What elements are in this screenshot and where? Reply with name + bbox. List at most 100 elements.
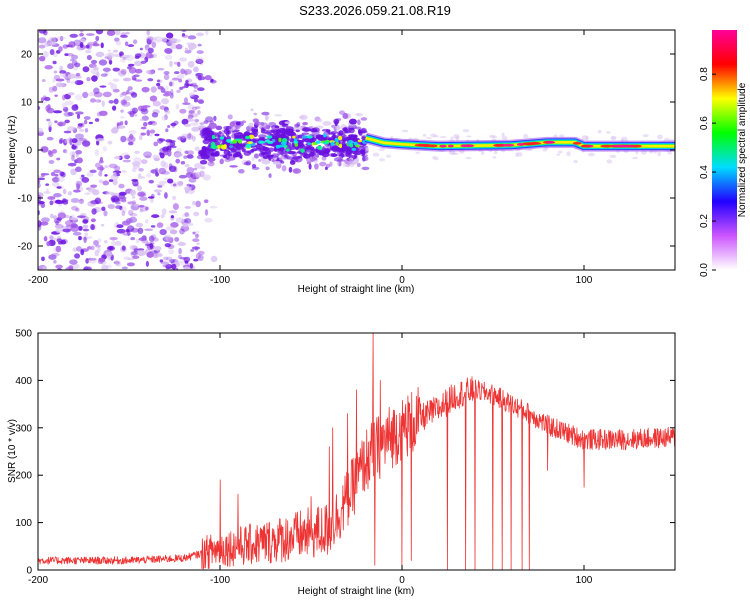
spectrogram-blob <box>130 251 138 256</box>
spectrogram-blob <box>197 125 206 129</box>
spectrogram-blob <box>112 78 120 82</box>
spectrogram-blob <box>193 84 199 89</box>
spectrogram-blob <box>271 153 279 158</box>
spectrogram-blob <box>69 33 78 38</box>
spectrogram-blob <box>292 135 296 139</box>
spectrogram-blob <box>195 252 202 260</box>
spectrogram-blob <box>190 122 199 126</box>
spectrogram-blob <box>127 201 137 205</box>
spectrogram-blob <box>219 158 224 165</box>
spectrogram-blob <box>73 39 82 47</box>
snr-xtick-label: -100 <box>210 575 230 586</box>
spectrogram-blob <box>118 183 125 189</box>
spectrogram-blob <box>122 159 131 163</box>
spectrogram-blob <box>188 110 195 114</box>
spectrogram-blob <box>102 67 111 72</box>
spectrogram-blob <box>253 153 259 159</box>
spectrogram-blob <box>132 39 138 45</box>
spectrogram-blob <box>289 160 296 165</box>
spectrogram-blob <box>132 255 140 260</box>
spectrogram-blob <box>136 248 145 251</box>
spectrogram-blob <box>121 245 126 251</box>
spectrogram-blob <box>197 43 202 47</box>
spectrogram-blob <box>338 143 343 149</box>
spectrogram-blob <box>128 66 137 74</box>
spectrogram-blob <box>121 101 131 107</box>
snr-ylabel: SNR (10 * v/v) <box>7 419 18 483</box>
spectrogram-blob <box>54 94 58 97</box>
spectrogram-blob <box>168 165 177 173</box>
spectrogram-blob <box>196 50 204 54</box>
spectrogram-blob <box>75 153 79 158</box>
spectrogram-blob <box>59 171 65 177</box>
spectrogram-blob <box>93 91 103 98</box>
spectrogram-blob <box>127 63 135 67</box>
colorbar-tick-label: 0.2 <box>699 214 710 228</box>
spectrogram-blob <box>168 210 178 214</box>
spectrogram-blob <box>266 135 273 139</box>
spectrogram-blob <box>100 223 105 227</box>
spectrogram-blob <box>175 103 180 110</box>
spectrogram-blob <box>197 150 207 157</box>
spectrogram-blob <box>49 200 54 206</box>
spectrogram-blob <box>48 36 57 44</box>
spectrogram-blob <box>121 198 127 203</box>
spectrogram-blob <box>281 165 287 172</box>
spectrogram-blob <box>188 92 195 97</box>
spectrogram-blob <box>138 237 147 242</box>
spectrogram-blob <box>40 146 49 153</box>
spectrogram-blob <box>144 155 152 159</box>
spectrogram-blob <box>165 128 169 133</box>
spectrogram-blob <box>340 146 349 152</box>
spectrogram-blob <box>159 259 164 263</box>
spectrogram-blob <box>186 154 194 159</box>
spectrogram-blob <box>164 109 171 115</box>
spectrogram-blob <box>102 91 112 98</box>
spectrogram-blob <box>272 135 276 139</box>
spectrogram-blob <box>74 62 81 68</box>
spectrogram-blob <box>53 110 62 114</box>
spectrogram-blob <box>105 251 113 258</box>
spectrogram-blob <box>124 120 128 126</box>
spectrogram-blob <box>306 145 312 149</box>
spectrogram-blob <box>619 144 629 148</box>
spectrogram-blob <box>260 122 268 127</box>
spectrogram-blob <box>272 132 277 135</box>
spectrogram-blob <box>139 47 143 51</box>
spectrogram-blob <box>287 151 296 155</box>
chart-title: S233.2026.059.21.08.R19 <box>299 3 451 18</box>
spectrogram-blob <box>76 246 82 252</box>
spectrogram-blob <box>38 55 46 62</box>
spectrogram-marks <box>38 30 675 270</box>
spectrogram-blob <box>295 129 300 133</box>
snr-series-line <box>38 333 675 570</box>
spectrogram-blob <box>199 153 205 157</box>
spectrogram-blob <box>296 139 304 146</box>
spectrogram-blob <box>161 37 168 43</box>
spectrogram-blob <box>285 148 290 152</box>
spectrogram-blob <box>530 141 539 145</box>
spectrogram-blob <box>174 259 179 264</box>
spectrogram-blob <box>70 223 79 229</box>
spectrogram-blob <box>147 196 155 199</box>
spectrogram-blob <box>205 30 209 36</box>
spectrogram-blob <box>186 133 194 140</box>
spectrogram-blob <box>362 156 369 162</box>
spectrogram-blob <box>125 31 130 35</box>
spectrogram-blob <box>79 30 84 33</box>
spectrogram-blob <box>191 246 201 250</box>
spectrogram-blob <box>447 144 454 148</box>
spectrogram-blob <box>173 71 180 75</box>
spectrogram-blob <box>47 120 53 128</box>
spectrogram-blob <box>66 53 74 57</box>
spectrogram-blob <box>386 154 391 158</box>
spectrogram-xlabel: Height of straight line (km) <box>298 284 415 295</box>
spectrogram-blob <box>610 135 617 141</box>
snr-marks <box>38 333 675 570</box>
spectrogram-blob <box>140 60 147 64</box>
spectrogram-blob <box>357 139 363 143</box>
spectrogram-blob <box>657 134 663 140</box>
spectrogram-blob <box>82 266 92 270</box>
spectrogram-blob <box>605 131 611 134</box>
spectrogram-blob <box>84 192 91 195</box>
